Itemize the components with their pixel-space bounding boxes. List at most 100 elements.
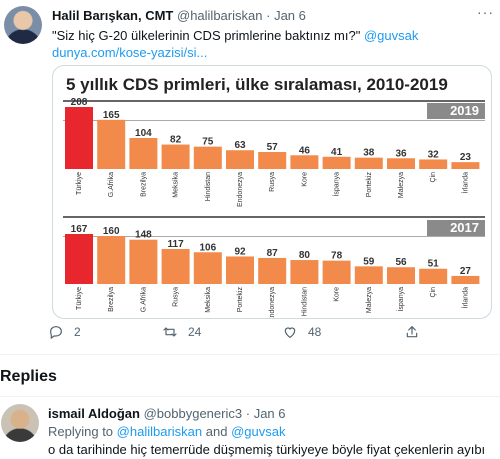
bar-value-label: 51: [428, 259, 440, 270]
retweet-count: 24: [188, 325, 202, 339]
bar-value-label: 106: [199, 242, 216, 253]
panel-divider: [63, 100, 485, 102]
tweet[interactable]: Halil Barışkan, CMT @halilbariskan · Jan…: [0, 0, 500, 354]
category-label: Portekiz: [237, 287, 244, 313]
reply-author-avatar[interactable]: [1, 404, 39, 442]
reply-time[interactable]: Jan 6: [253, 406, 286, 421]
category-label: Endonezya: [237, 172, 244, 207]
reply-action[interactable]: 2: [48, 324, 81, 340]
retweet-action[interactable]: 24: [162, 324, 201, 340]
replies-heading: Replies: [0, 368, 57, 385]
category-label: Brezilya: [140, 172, 147, 197]
bar-value-label: 104: [135, 128, 152, 139]
bar: [97, 119, 126, 169]
heart-icon: [284, 327, 296, 339]
tweet-actions: 2 24 48: [48, 324, 468, 342]
category-label: Meksika: [205, 287, 212, 313]
replying-and: and: [205, 424, 228, 439]
bar-value-label: 59: [363, 256, 375, 267]
reply-author-name[interactable]: ismail Aldoğan: [48, 406, 140, 421]
category-label: Brezilya: [108, 287, 115, 312]
category-label: İspanya: [332, 172, 341, 197]
author-handle[interactable]: @halilbariskan: [177, 8, 263, 23]
bar: [419, 268, 448, 284]
bar-value-label: 78: [331, 251, 343, 262]
section-divider: [0, 396, 500, 397]
chart-image[interactable]: 5 yıllık CDS primleri, ülke sıralaması, …: [52, 65, 492, 319]
bar-value-label: 92: [234, 246, 246, 257]
tweet-quote: "Siz hiç G-20 ülkelerinin CDS primlerine…: [52, 28, 361, 43]
bar-value-label: 167: [71, 224, 88, 235]
bar: [322, 156, 351, 169]
reply-icon: [50, 326, 62, 340]
mention-link[interactable]: @guvsak: [363, 28, 419, 43]
reply-tweet[interactable]: ismail Aldoğan @bobbygeneric3 · Jan 6 Re…: [0, 398, 500, 459]
category-label: İspanya: [396, 287, 405, 312]
share-icon: [406, 326, 418, 338]
tweet-text: "Siz hiç G-20 ülkelerinin CDS primlerine…: [52, 27, 418, 61]
panel-divider: [63, 236, 485, 237]
bar-value-label: 208: [71, 97, 88, 108]
category-label: Kore: [301, 172, 308, 187]
retweet-icon: [163, 327, 177, 337]
bar-charts: 208 Türkiye 165 G.Afrika 104 Brezilya 82 Meksik…: [65, 97, 480, 318]
bar-value-label: 87: [267, 248, 279, 259]
bar: [290, 155, 319, 169]
bar: [193, 252, 222, 284]
category-label: Malezya: [366, 287, 373, 313]
category-label: Türkiye: [76, 287, 83, 310]
replying-mention[interactable]: @halilbariskan: [116, 424, 203, 439]
category-label: Rusya: [269, 172, 276, 192]
panel-label-2017: 2017: [427, 220, 485, 236]
category-label: Kore: [334, 287, 341, 302]
panel-divider: [63, 120, 485, 121]
reply-author-handle[interactable]: @bobbygeneric3: [143, 406, 243, 421]
category-label: Çin: [430, 172, 437, 183]
category-label: G.Afrika: [108, 172, 115, 197]
article-link[interactable]: dunya.com/kose-yazisi/si...: [52, 45, 208, 60]
bar: [226, 256, 254, 284]
bar-value-label: 56: [395, 257, 407, 268]
tweet-time[interactable]: Jan 6: [274, 8, 306, 23]
reply-text: o da tarihinde hiç temerrüde düşmemiş tü…: [48, 442, 486, 457]
bar: [354, 157, 383, 169]
bar-value-label: 165: [103, 110, 120, 121]
bar: [161, 144, 190, 169]
bar: [290, 260, 319, 284]
replying-prefix: Replying to: [48, 424, 114, 439]
bar-value-label: 27: [460, 266, 472, 277]
bar-value-label: 38: [363, 148, 375, 159]
share-action[interactable]: [404, 324, 420, 340]
bar: [97, 236, 126, 284]
bar: [226, 150, 254, 169]
like-action[interactable]: 48: [282, 324, 321, 340]
like-count: 48: [308, 325, 322, 339]
bar: [387, 267, 415, 284]
bar-value-label: 82: [170, 135, 182, 146]
bar-value-label: 117: [168, 239, 185, 250]
bar: [451, 275, 480, 284]
bar-value-label: 160: [103, 226, 120, 237]
section-divider: [0, 354, 500, 355]
bar-value-label: 80: [299, 250, 311, 261]
category-label: Çin: [430, 287, 437, 298]
bar: [258, 257, 287, 284]
bar: [65, 234, 93, 284]
replying-mention[interactable]: @guvsak: [231, 424, 286, 439]
category-label: Hindistan: [205, 172, 212, 201]
bar: [322, 260, 351, 284]
category-label: İrlanda: [460, 287, 469, 309]
more-horizontal-icon[interactable]: ···: [477, 4, 494, 20]
author-avatar[interactable]: [4, 6, 42, 44]
separator: ·: [245, 406, 251, 421]
bar: [129, 138, 158, 169]
bar: [419, 159, 448, 169]
bar: [193, 146, 222, 169]
bar-value-label: 63: [234, 140, 246, 151]
bar: [258, 152, 287, 169]
author-name[interactable]: Halil Barışkan, CMT: [52, 8, 174, 23]
bar: [161, 248, 190, 284]
replying-to: Replying to @halilbariskan and @guvsak: [48, 424, 285, 439]
bar: [354, 266, 383, 284]
category-label: Türkiye: [76, 172, 83, 195]
